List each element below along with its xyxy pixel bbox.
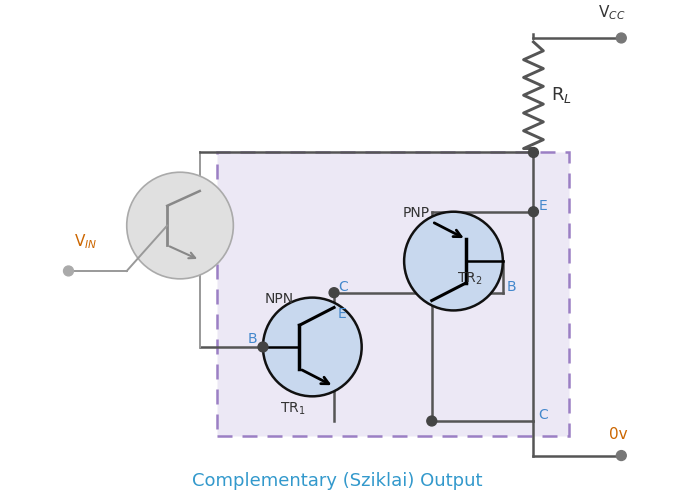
- Circle shape: [263, 298, 362, 396]
- Text: R$_L$: R$_L$: [551, 85, 572, 105]
- Text: E: E: [338, 307, 346, 322]
- Text: C: C: [338, 280, 348, 294]
- Text: E: E: [539, 199, 547, 213]
- Bar: [216, 152, 569, 436]
- Text: Complementary (Sziklai) Output: Complementary (Sziklai) Output: [191, 472, 483, 490]
- Text: V$_{IN}$: V$_{IN}$: [74, 233, 98, 251]
- Text: NPN: NPN: [265, 292, 294, 306]
- Text: C: C: [539, 408, 548, 422]
- Text: 0v: 0v: [609, 427, 628, 442]
- Text: B: B: [247, 332, 257, 346]
- Text: TR$_2$: TR$_2$: [458, 270, 483, 287]
- Text: PNP: PNP: [402, 206, 429, 220]
- Circle shape: [528, 207, 539, 217]
- Circle shape: [617, 33, 626, 43]
- Circle shape: [329, 288, 339, 298]
- Circle shape: [617, 451, 626, 461]
- Text: B: B: [507, 280, 516, 294]
- Circle shape: [63, 266, 73, 276]
- Text: TR$_1$: TR$_1$: [280, 400, 305, 417]
- Circle shape: [528, 147, 539, 157]
- Circle shape: [404, 212, 503, 310]
- Circle shape: [427, 416, 437, 426]
- Circle shape: [258, 342, 268, 352]
- Circle shape: [127, 172, 233, 279]
- Text: V$_{CC}$: V$_{CC}$: [598, 3, 625, 22]
